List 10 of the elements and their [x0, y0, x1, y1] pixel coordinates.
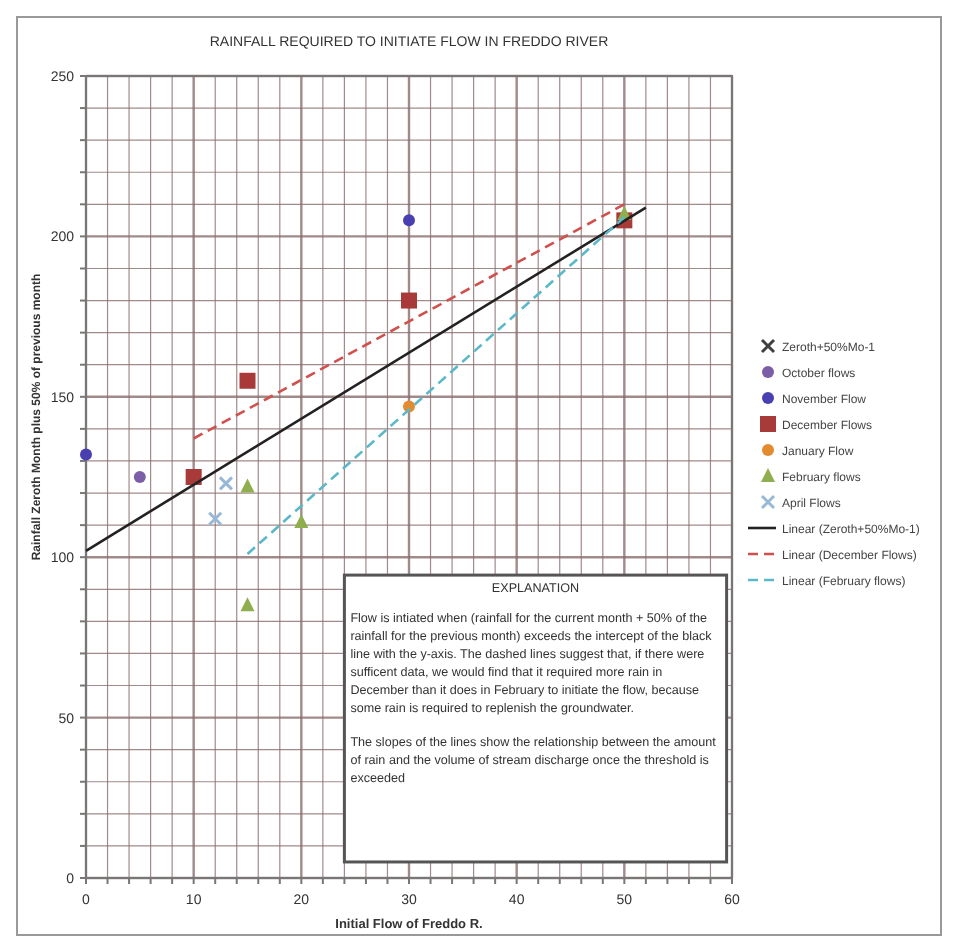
- point: [207, 511, 223, 527]
- point: [239, 372, 256, 389]
- point: [240, 478, 255, 493]
- point: [133, 471, 146, 483]
- point: [294, 513, 309, 528]
- point: [80, 448, 92, 461]
- point: [403, 214, 415, 227]
- point: [401, 292, 417, 309]
- point: [240, 597, 255, 612]
- point: [218, 475, 234, 491]
